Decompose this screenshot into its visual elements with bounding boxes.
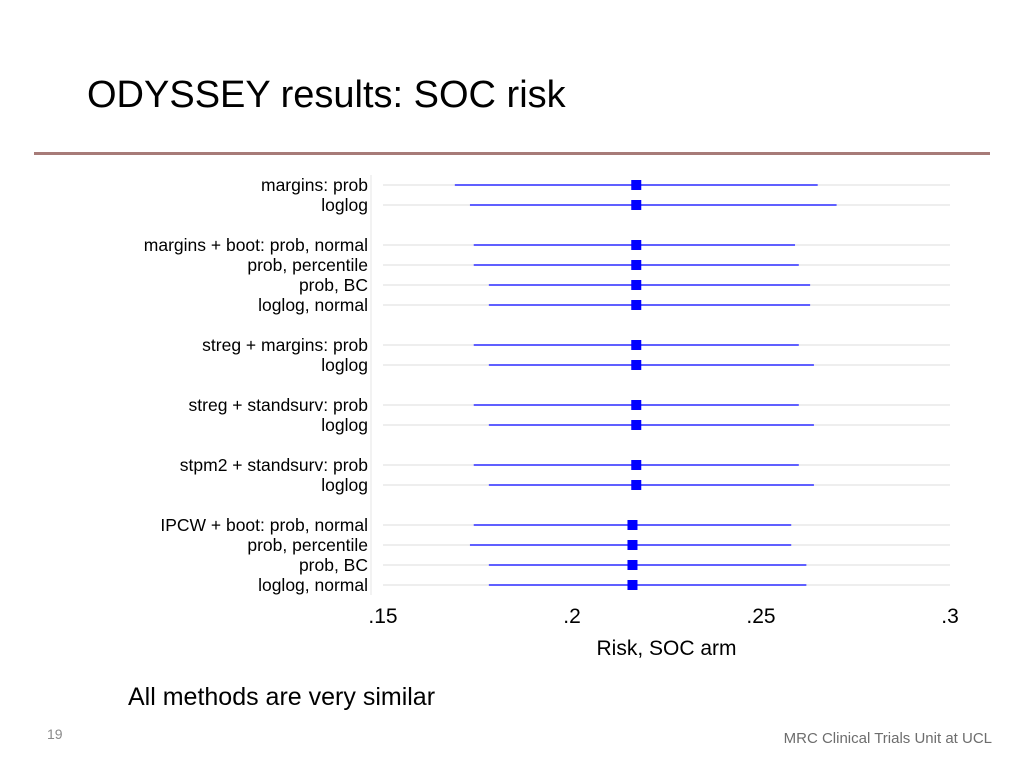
point-estimate	[627, 520, 638, 530]
x-tick-label: .2	[563, 605, 581, 628]
point-estimate	[631, 300, 642, 310]
row-label: loglog, normal	[258, 295, 368, 315]
x-axis-label: Risk, SOC arm	[596, 637, 736, 660]
row-label: prob, BC	[299, 555, 368, 575]
row-label: loglog, normal	[258, 575, 368, 595]
point-estimate	[631, 400, 642, 410]
row-label: loglog	[321, 415, 368, 435]
page-number: 19	[47, 726, 63, 742]
point-estimate	[627, 540, 638, 550]
row-label: streg + margins: prob	[202, 335, 368, 355]
point-estimate	[631, 240, 642, 250]
row-label: streg + standsurv: prob	[189, 395, 368, 415]
row-label: prob, BC	[299, 275, 368, 295]
row-label: loglog	[321, 355, 368, 375]
row-label: margins: prob	[261, 175, 368, 195]
point-estimate	[631, 360, 642, 370]
point-estimate	[627, 580, 638, 590]
slide-title: ODYSSEY results: SOC risk	[87, 74, 566, 116]
point-estimate	[631, 480, 642, 490]
row-label: stpm2 + standsurv: prob	[180, 455, 368, 475]
row-label: prob, percentile	[247, 535, 368, 555]
point-estimate	[631, 280, 642, 290]
row-label: prob, percentile	[247, 255, 368, 275]
x-tick-label: .15	[368, 605, 397, 628]
point-estimate	[631, 200, 642, 210]
row-label: loglog	[321, 475, 368, 495]
x-tick-label: .25	[746, 605, 775, 628]
point-estimate	[631, 180, 642, 190]
row-label: IPCW + boot: prob, normal	[160, 515, 368, 535]
point-estimate	[627, 560, 638, 570]
point-estimate	[631, 420, 642, 430]
point-estimate	[631, 460, 642, 470]
x-tick-label: .3	[941, 605, 959, 628]
summary-note: All methods are very similar	[128, 683, 436, 711]
point-estimate	[631, 340, 642, 350]
row-label: margins + boot: prob, normal	[144, 235, 368, 255]
row-label: loglog	[321, 195, 368, 215]
title-divider	[34, 152, 990, 155]
point-estimate	[631, 260, 642, 270]
footer-organization: MRC Clinical Trials Unit at UCL	[783, 730, 992, 747]
